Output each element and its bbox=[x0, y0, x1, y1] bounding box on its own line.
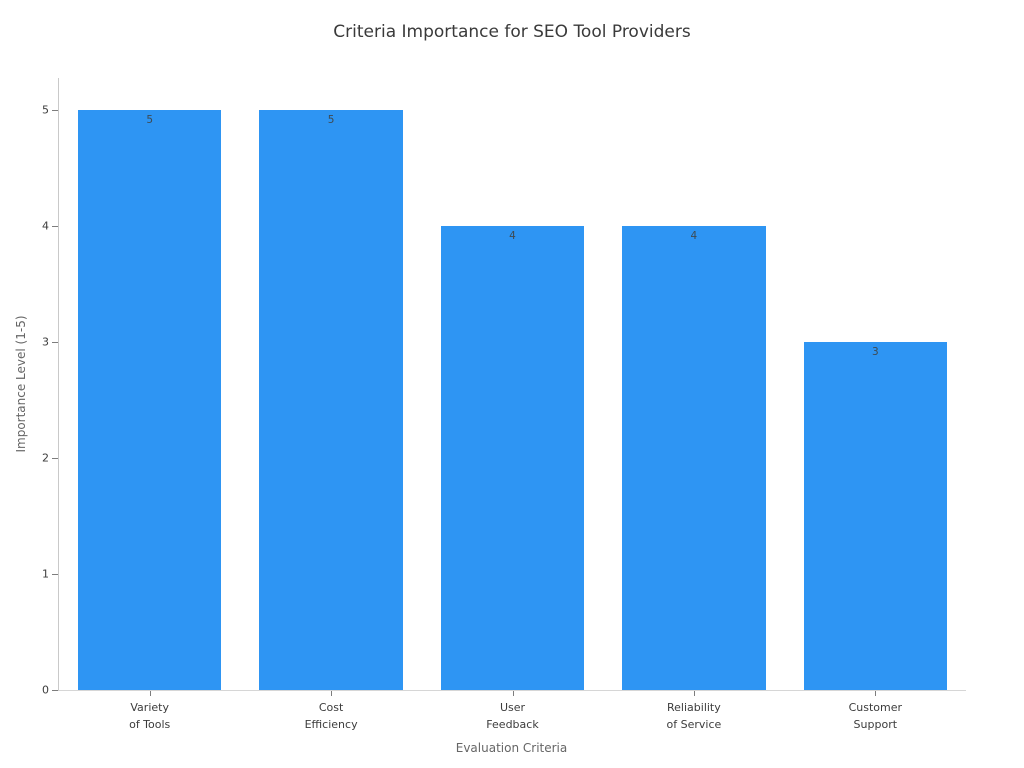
y-axis-title: Importance Level (1-5) bbox=[14, 315, 28, 453]
x-tick-mark bbox=[875, 691, 877, 696]
y-tick-mark bbox=[52, 225, 58, 227]
y-tick-mark bbox=[52, 689, 58, 691]
bar-3: 4 bbox=[440, 226, 585, 690]
y-tick-mark bbox=[52, 341, 58, 343]
bar-1: 5 bbox=[78, 110, 222, 690]
bar-value-label: 5 bbox=[146, 114, 154, 127]
y-tick-label: 5 bbox=[42, 103, 49, 117]
x-tick-label: Cost Efficiency bbox=[304, 701, 358, 731]
plot-area: 0 1 2 3 4 5 5 Variety of Tools 5 Cost Efficiency 4… bbox=[42, 78, 966, 731]
bar-value-label: 5 bbox=[327, 114, 335, 127]
x-tick-mark bbox=[149, 691, 151, 696]
bar-2: 5 bbox=[259, 110, 403, 690]
bar-value-label: 4 bbox=[509, 230, 516, 243]
bar-4: 4 bbox=[622, 226, 766, 690]
x-tick-label: Variety of Tools bbox=[129, 701, 171, 731]
x-axis-title: Evaluation Criteria bbox=[455, 741, 568, 755]
x-tick-label: User Feedback bbox=[486, 701, 539, 731]
y-tick-label: 2 bbox=[42, 451, 49, 465]
bar-value-label: 3 bbox=[871, 346, 879, 359]
x-tick-mark bbox=[331, 691, 333, 696]
x-tick-mark bbox=[512, 691, 514, 696]
y-tick-label: 0 bbox=[42, 683, 49, 697]
y-tick-mark bbox=[52, 457, 58, 459]
y-tick-label: 3 bbox=[42, 335, 49, 349]
bar-value-label: 4 bbox=[690, 230, 698, 243]
bar-5: 3 bbox=[803, 342, 947, 690]
x-tick-mark bbox=[693, 691, 695, 696]
y-tick-label: 1 bbox=[42, 567, 49, 581]
x-tick-label: Reliability of Service bbox=[666, 701, 722, 731]
y-tick-label: 4 bbox=[42, 219, 49, 233]
x-tick-label: Customer Support bbox=[848, 701, 903, 731]
chart-title: Criteria Importance for SEO Tool Provide… bbox=[333, 22, 691, 42]
y-tick-mark bbox=[52, 109, 58, 111]
y-tick-mark bbox=[52, 573, 58, 575]
